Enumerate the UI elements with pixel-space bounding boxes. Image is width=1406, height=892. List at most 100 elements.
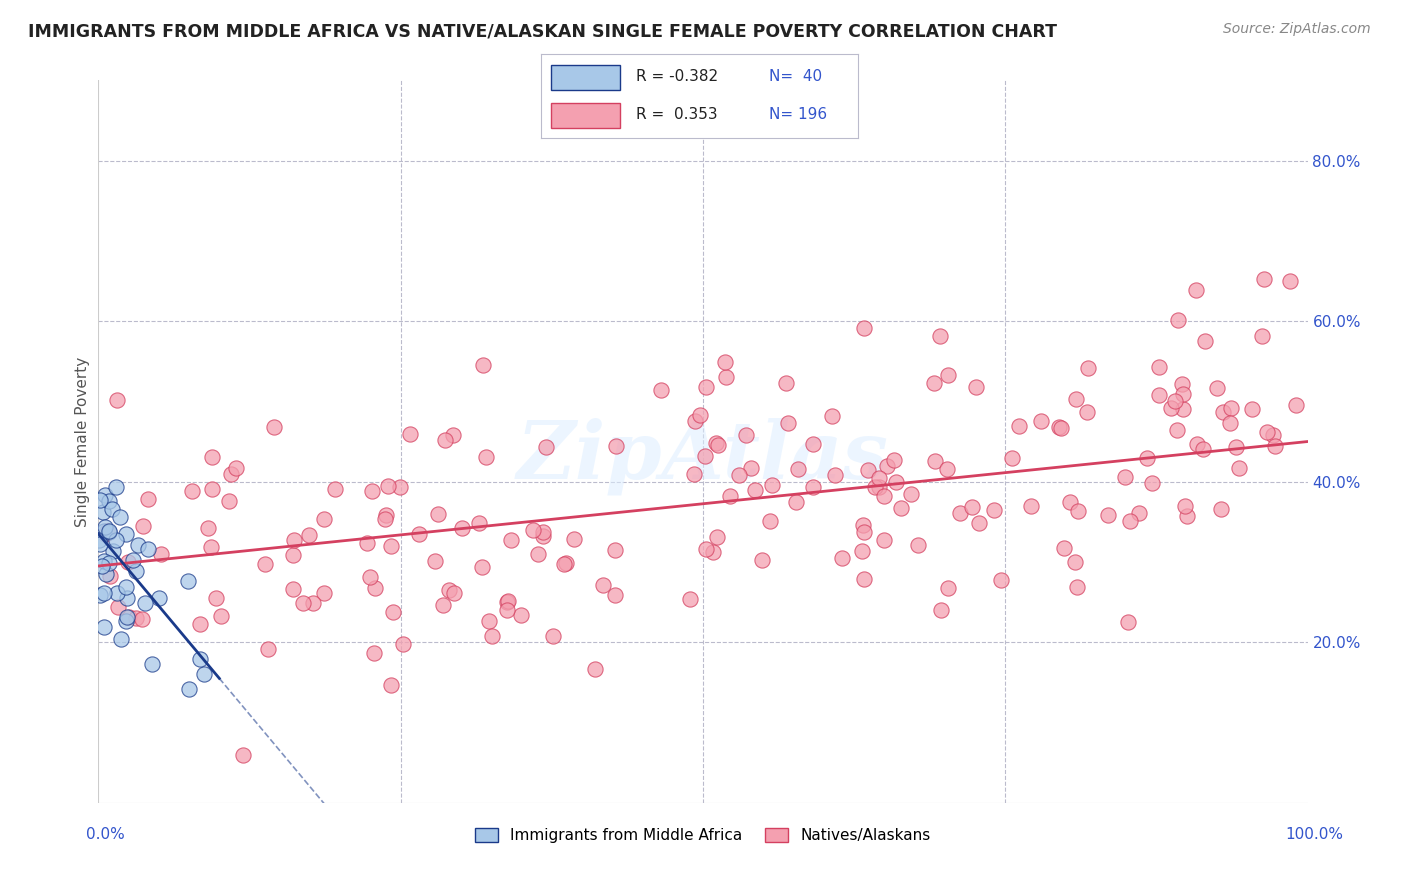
Point [1114, 469, 1136, 483]
Point [876, 459, 898, 474]
Point [967, 516, 990, 530]
Point [1163, 394, 1185, 409]
Point [702, 545, 724, 559]
Point [883, 453, 905, 467]
Point [824, 467, 846, 482]
Point [1174, 499, 1197, 513]
Point [93, 619, 115, 633]
Point [693, 449, 716, 463]
Point [592, 578, 614, 592]
FancyBboxPatch shape [551, 64, 620, 90]
Point [188, 652, 211, 666]
Point [89, 537, 111, 551]
Point [1263, 428, 1285, 442]
Text: ZipAtlas: ZipAtlas [517, 417, 889, 495]
Point [98, 524, 121, 538]
Point [225, 461, 247, 475]
Point [90, 559, 112, 574]
Point [886, 475, 908, 490]
Point [922, 376, 945, 390]
Point [125, 611, 148, 625]
Point [1049, 420, 1071, 434]
Point [122, 552, 145, 566]
Point [1209, 502, 1232, 516]
Text: 100.0%: 100.0% [1285, 827, 1344, 841]
Point [900, 487, 922, 501]
Point [205, 591, 228, 605]
Point [1166, 423, 1188, 437]
Point [679, 592, 702, 607]
Point [117, 555, 139, 569]
Point [1008, 419, 1031, 434]
Point [1119, 515, 1142, 529]
Point [380, 678, 402, 692]
Point [856, 463, 879, 477]
Point [852, 320, 875, 334]
Point [714, 370, 737, 384]
Point [124, 564, 146, 578]
Point [201, 450, 224, 464]
Text: R = -0.382: R = -0.382 [637, 70, 718, 85]
Point [93, 524, 115, 538]
Point [374, 508, 396, 522]
Point [714, 355, 737, 369]
Text: Source: ZipAtlas.com: Source: ZipAtlas.com [1223, 22, 1371, 37]
Point [432, 599, 454, 613]
Point [605, 439, 627, 453]
Point [1167, 313, 1189, 327]
Point [471, 559, 494, 574]
Point [851, 543, 873, 558]
Point [200, 540, 222, 554]
Point [93, 487, 115, 501]
Point [253, 558, 276, 572]
Point [89, 588, 111, 602]
Point [744, 483, 766, 497]
Point [735, 427, 758, 442]
Point [1194, 334, 1216, 349]
FancyBboxPatch shape [551, 103, 620, 128]
Point [948, 506, 970, 520]
Point [98, 524, 121, 539]
Point [1240, 402, 1263, 417]
Point [706, 438, 728, 452]
Point [323, 482, 346, 496]
Point [118, 610, 141, 624]
Point [433, 434, 456, 448]
Point [283, 548, 305, 562]
Point [1171, 377, 1194, 392]
Point [193, 666, 215, 681]
Point [298, 528, 321, 542]
Point [478, 614, 501, 628]
Point [425, 554, 447, 568]
Point [104, 480, 127, 494]
Point [929, 603, 952, 617]
Point [356, 536, 378, 550]
Point [695, 379, 717, 393]
Point [786, 461, 808, 475]
Point [990, 574, 1012, 588]
Point [115, 527, 138, 541]
Point [1256, 425, 1278, 439]
Point [149, 547, 172, 561]
Point [481, 629, 503, 643]
Point [312, 585, 335, 599]
Point [758, 514, 780, 528]
Text: IMMIGRANTS FROM MIDDLE AFRICA VS NATIVE/ALASKAN SINGLE FEMALE POVERTY CORRELATIO: IMMIGRANTS FROM MIDDLE AFRICA VS NATIVE/… [28, 22, 1057, 40]
Point [890, 500, 912, 515]
Point [443, 586, 465, 600]
Text: R =  0.353: R = 0.353 [637, 107, 718, 122]
Point [907, 538, 929, 552]
Point [761, 478, 783, 492]
Point [720, 489, 742, 503]
Point [292, 596, 315, 610]
Point [256, 642, 278, 657]
Point [863, 480, 886, 494]
Point [96, 524, 118, 539]
Point [467, 516, 489, 531]
Point [924, 454, 946, 468]
Point [534, 440, 557, 454]
Point [148, 591, 170, 605]
Point [441, 428, 464, 442]
Point [301, 596, 323, 610]
Point [1220, 401, 1243, 415]
